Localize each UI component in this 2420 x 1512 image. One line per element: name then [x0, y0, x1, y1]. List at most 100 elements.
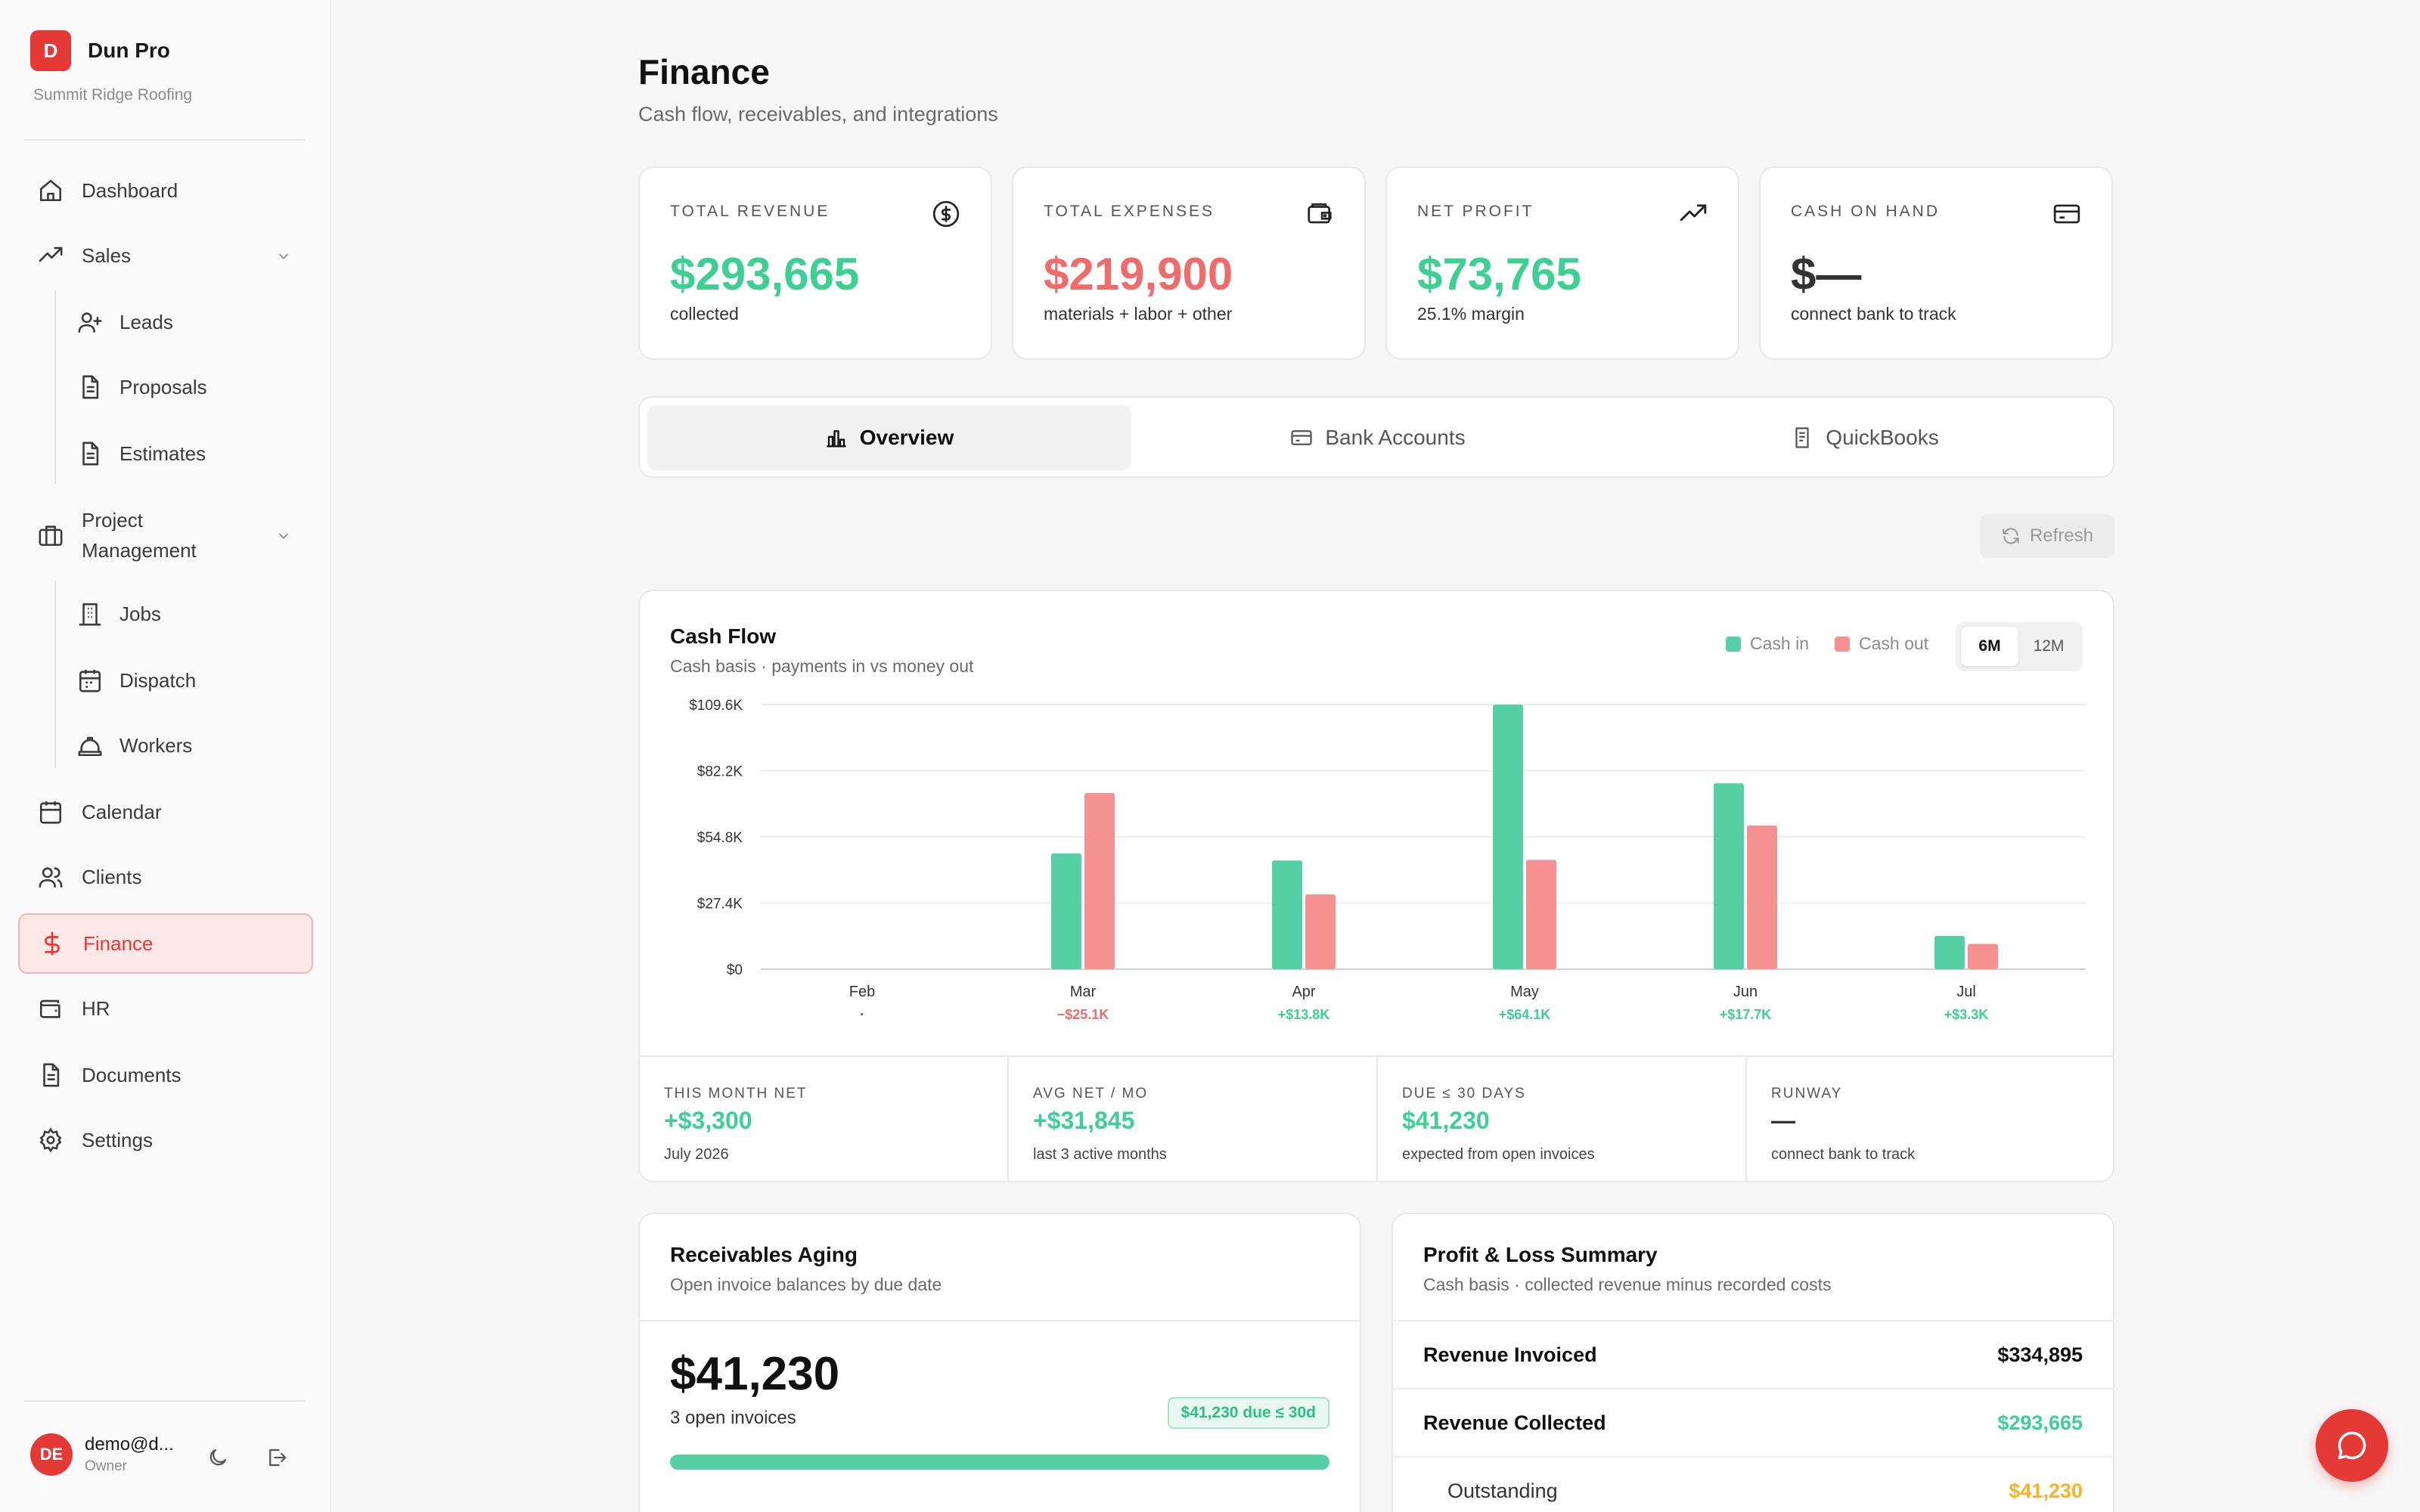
nav-item-leads[interactable]: Leads [70, 292, 312, 352]
chat-button[interactable] [2316, 1409, 2388, 1482]
dollar-circle-icon [932, 200, 960, 228]
brand[interactable]: D Dun Pro [30, 30, 170, 71]
bar-cash-in [1714, 783, 1744, 969]
stat-card-cash-on-hand: CASH ON HAND $— connect bank to track [1759, 166, 2113, 360]
aging-progress-bar [670, 1455, 1329, 1470]
nav-item-hr[interactable]: HR [18, 978, 313, 1039]
nav-label-line1: Project [82, 509, 143, 531]
dark-mode-toggle[interactable] [203, 1442, 233, 1473]
tab-label: Bank Accounts [1325, 426, 1466, 449]
receivables-title: Receivables Aging [670, 1243, 858, 1266]
x-tick-label: Apr [1292, 984, 1315, 1000]
legend-cash-in: Cash in [1726, 634, 1809, 654]
home-icon [36, 176, 65, 205]
refresh-button[interactable]: Refresh [1980, 514, 2114, 558]
nav-item-calendar[interactable]: Calendar [18, 782, 313, 842]
cf-stat-label: THIS MONTH NET [664, 1086, 808, 1101]
y-tick-label: $109.6K [689, 698, 743, 714]
y-tick-label: $0 [727, 962, 743, 978]
brand-name: Dun Pro [88, 39, 170, 62]
nav-item-dashboard[interactable]: Dashboard [18, 160, 313, 221]
user-profile[interactable]: DE demo@d... Owner [30, 1433, 174, 1476]
nav-label-line2: Management [82, 539, 197, 562]
building-icon [76, 600, 104, 628]
nav-label: Project Management [82, 505, 197, 565]
nav-label: Finance [83, 931, 154, 955]
receivables-aging-card: Receivables Aging Open invoice balances … [638, 1213, 1361, 1512]
y-tick-label: $27.4K [697, 897, 743, 912]
finance-tabs: Overview Bank Accounts QuickBooks [638, 396, 2114, 478]
range-12m-button[interactable]: 12M [2033, 637, 2065, 655]
bar-cash-out [1084, 792, 1115, 969]
nav-item-proposals[interactable]: Proposals [70, 357, 312, 417]
logout-icon [269, 1448, 287, 1467]
cf-stat-due-30-days: DUE ≤ 30 DAYS $41,230 expected from open… [1378, 1057, 1747, 1181]
net-label: · [860, 1007, 864, 1022]
tab-bank-accounts[interactable]: Bank Accounts [1136, 405, 1620, 470]
range-6m-button[interactable]: 6M [1961, 627, 2018, 666]
nav-label: HR [82, 996, 110, 1020]
document-icon [76, 439, 104, 468]
legend-swatch [1835, 636, 1850, 652]
x-tick-label: Feb [849, 984, 875, 1000]
cf-stat-note: connect bank to track [1771, 1146, 1916, 1163]
nav-item-dispatch[interactable]: Dispatch [70, 650, 312, 711]
bar-cash-in [1272, 860, 1302, 969]
cf-stat-label: DUE ≤ 30 DAYS [1402, 1086, 1526, 1101]
nav-item-jobs[interactable]: Jobs [70, 584, 312, 644]
pl-subtitle: Cash basis · collected revenue minus rec… [1423, 1275, 1832, 1294]
user-role: Owner [85, 1458, 127, 1474]
x-tick-label: Jun [1733, 984, 1758, 1000]
legend-label: Cash out [1859, 634, 1929, 653]
nav-label: Dispatch [119, 668, 197, 692]
legend-swatch [1726, 636, 1741, 652]
bar-cash-out [1305, 894, 1336, 969]
tab-overview[interactable]: Overview [647, 405, 1131, 470]
nav-item-estimates[interactable]: Estimates [70, 423, 312, 484]
nav-item-finance[interactable]: Finance [18, 913, 313, 974]
stat-value: $73,765 [1417, 249, 1581, 299]
dollar-icon [38, 929, 67, 958]
bar-cash-in [1934, 935, 1965, 969]
card-icon [1290, 426, 1313, 449]
net-label: +$17.7K [1720, 1007, 1772, 1022]
nav-item-settings[interactable]: Settings [18, 1110, 313, 1170]
cf-stat-note: last 3 active months [1033, 1146, 1167, 1163]
nav-item-workers[interactable]: Workers [70, 715, 312, 776]
pl-row-label: Outstanding [1447, 1479, 1558, 1502]
range-toggle: 6M 12M [1956, 621, 2083, 671]
tab-quickbooks[interactable]: QuickBooks [1623, 405, 2107, 470]
chevron-down-icon[interactable] [275, 526, 292, 550]
tab-label: QuickBooks [1826, 426, 1939, 449]
stat-note: 25.1% margin [1417, 304, 1525, 324]
logout-button[interactable] [262, 1442, 292, 1473]
nav-item-documents[interactable]: Documents [18, 1045, 313, 1105]
wallet-icon [1305, 200, 1334, 228]
bar-cash-in [1493, 705, 1523, 969]
chat-icon [2338, 1431, 2366, 1460]
briefcase-icon [36, 521, 65, 550]
bar-chart-icon [825, 426, 848, 449]
bar-cash-out [1968, 943, 1998, 969]
net-label: −$25.1K [1057, 1007, 1109, 1022]
cash-flow-card: Cash Flow Cash basis · payments in vs mo… [638, 590, 2114, 1182]
cf-stat-value: +$31,845 [1033, 1107, 1135, 1134]
receivables-subtitle: Open invoice balances by due date [670, 1275, 942, 1294]
bar-cash-in [1051, 853, 1081, 969]
pl-row-label: Revenue Collected [1423, 1411, 1606, 1434]
legend-label: Cash in [1750, 634, 1809, 653]
pl-row-value: $293,665 [1997, 1411, 2083, 1434]
nav-item-clients[interactable]: Clients [18, 847, 313, 907]
chevron-down-icon[interactable] [275, 246, 292, 270]
stat-card-total-revenue: TOTAL REVENUE $293,665 collected [638, 166, 992, 360]
net-label: +$64.1K [1499, 1007, 1551, 1022]
stat-note: connect bank to track [1791, 304, 1956, 324]
pl-row-value: $41,230 [2009, 1479, 2083, 1502]
nav-item-sales[interactable]: Sales [18, 225, 313, 286]
page-title: Finance [638, 52, 770, 91]
nav-item-project-management[interactable]: Project Management [18, 497, 313, 573]
moon-icon [209, 1448, 227, 1466]
refresh-label: Refresh [2029, 525, 2094, 546]
sidebar-divider [24, 139, 306, 141]
trending-up-icon [1679, 200, 1708, 228]
